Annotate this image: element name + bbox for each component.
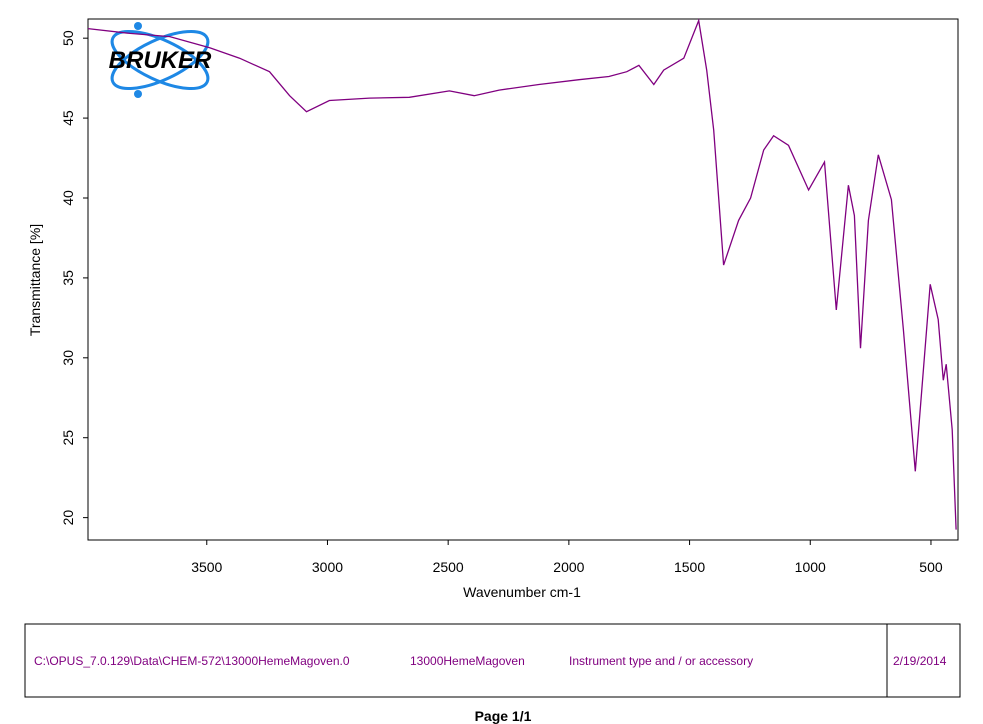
y-tick-label: 35 xyxy=(60,270,76,286)
footer-date: 2/19/2014 xyxy=(893,654,947,668)
page-number: Page 1/1 xyxy=(475,708,532,724)
y-tick-label: 30 xyxy=(60,350,76,366)
logo: BRUKER xyxy=(109,22,212,98)
y-tick-label: 45 xyxy=(60,110,76,126)
x-tick-label: 500 xyxy=(919,559,943,575)
x-tick-label: 3500 xyxy=(191,559,222,575)
plot-frame xyxy=(87,18,959,541)
footer-instrument: Instrument type and / or accessory xyxy=(569,654,753,668)
x-tick-label: 2000 xyxy=(553,559,584,575)
y-tick-label: 50 xyxy=(60,30,76,46)
y-axis-label: Transmittance [%] xyxy=(27,224,43,336)
x-tick-label: 1000 xyxy=(795,559,826,575)
y-tick-label: 20 xyxy=(60,510,76,526)
y-tick-label: 25 xyxy=(60,430,76,446)
y-tick-label: 40 xyxy=(60,190,76,206)
footer-sample: 13000HemeMagoven xyxy=(410,654,525,668)
x-tick-label: 2500 xyxy=(433,559,464,575)
x-tick-label: 1500 xyxy=(674,559,705,575)
footer-box xyxy=(24,623,961,698)
x-axis-label: Wavenumber cm-1 xyxy=(463,584,581,600)
logo-text: BRUKER xyxy=(109,47,212,74)
spectrum-line xyxy=(87,18,957,530)
x-tick-label: 3000 xyxy=(312,559,343,575)
footer-path: C:\OPUS_7.0.129\Data\CHEM-572\13000HemeM… xyxy=(34,654,350,668)
